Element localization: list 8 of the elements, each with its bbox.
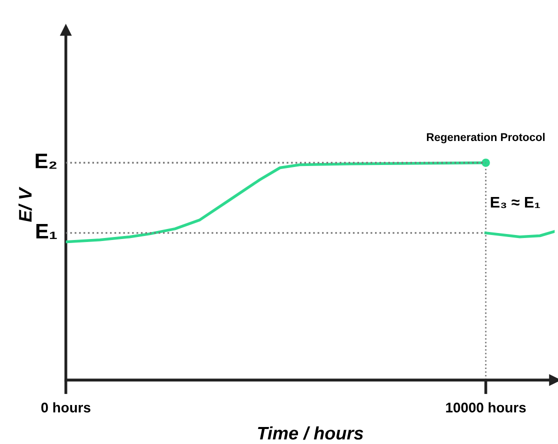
x-tick-label: 10000 hours bbox=[446, 402, 526, 412]
ref-line-label: E₂ bbox=[36, 154, 56, 169]
ref-line-label: E₁ bbox=[36, 224, 57, 239]
x-axis-title: Time / hours bbox=[258, 426, 364, 440]
x-tick-label: 0 hours bbox=[41, 402, 90, 412]
y-axis-title: E/ V bbox=[18, 186, 32, 222]
annotation: E₃ ≈ E₁ bbox=[490, 197, 540, 208]
annotation: Regeneration Protocol bbox=[426, 132, 545, 144]
